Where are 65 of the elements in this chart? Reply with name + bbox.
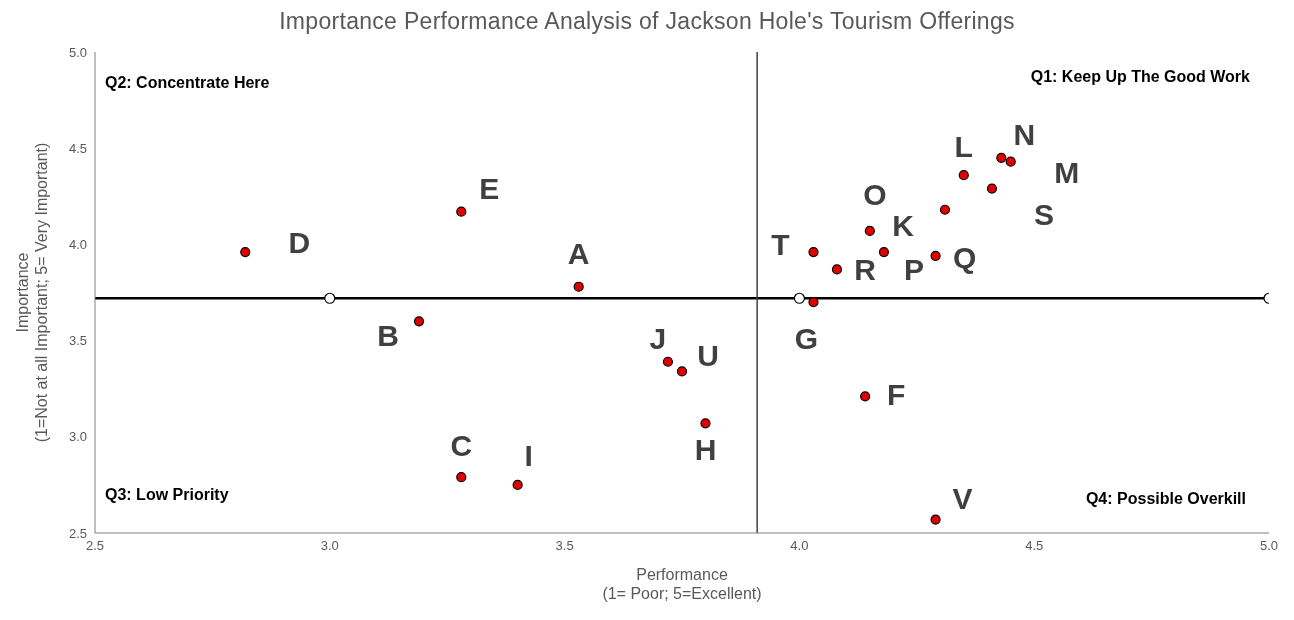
data-label: Q	[952, 241, 977, 275]
point	[808, 247, 819, 258]
point	[864, 225, 875, 237]
point	[996, 152, 1007, 163]
x-tick-label: 3.0	[320, 538, 339, 554]
point	[413, 316, 425, 327]
point	[808, 297, 819, 308]
data-label: C	[450, 428, 473, 462]
point	[831, 264, 843, 275]
y-axis-title: Importance (1=Not at all Important; 5= Very Important)	[14, 142, 50, 443]
point	[456, 472, 467, 483]
point	[939, 204, 951, 215]
point	[240, 247, 251, 258]
point	[860, 391, 871, 402]
y-tick-label: 3.0	[68, 429, 87, 445]
annotation: Q2: Concentrate Here	[105, 74, 270, 92]
point	[512, 479, 523, 490]
data-label: D	[288, 225, 311, 259]
y-tick-label: 3.5	[68, 333, 87, 349]
x-tick-label: 4.0	[790, 538, 809, 554]
x-tick-label: 4.5	[1025, 538, 1044, 554]
data-label: P	[903, 252, 924, 286]
data-label: E	[479, 172, 500, 206]
data-label: M	[1054, 156, 1080, 190]
data-label: S	[1033, 198, 1054, 232]
y-tick-label: 5.0	[68, 44, 87, 60]
point	[958, 170, 969, 181]
annotation: Q1: Keep Up The Good Work	[1030, 68, 1250, 86]
x-tick-label: 3.5	[555, 538, 574, 554]
point	[324, 292, 336, 304]
data-label: R	[854, 252, 877, 286]
data-label: B	[377, 318, 399, 352]
y-tick-label: 2.5	[68, 525, 87, 541]
y-tick-label: 4.0	[68, 237, 87, 253]
data-label: O	[863, 178, 887, 212]
data-label: T	[771, 227, 790, 261]
data-label: A	[567, 237, 590, 271]
data-label: J	[649, 322, 667, 356]
data-label: L	[954, 129, 973, 163]
point	[986, 183, 998, 194]
y-tick-label: 4.5	[68, 140, 87, 156]
data-label: G	[794, 321, 819, 355]
annotation: Q3: Low Priority	[105, 486, 229, 504]
point	[878, 247, 890, 258]
x-tick-label: 5.0	[1259, 538, 1279, 554]
point	[930, 250, 941, 262]
data-label: N	[1013, 118, 1036, 152]
point	[700, 418, 711, 429]
point	[676, 366, 688, 377]
point	[573, 281, 584, 292]
data-label: K	[892, 209, 915, 243]
data-label: F	[886, 377, 906, 411]
chart-title: Importance Performance Analysis of Jackson Hole's Tourism Offerings	[278, 8, 1016, 35]
annotation: Q4: Possible Overkill	[1085, 490, 1246, 508]
point	[662, 356, 674, 367]
data-label: U	[697, 338, 719, 372]
point	[1005, 156, 1016, 167]
x-tick-label: 2.5	[85, 538, 105, 554]
point	[456, 206, 467, 217]
point	[930, 514, 941, 525]
data-label: H	[694, 432, 717, 466]
point	[793, 292, 805, 304]
data-label: I	[524, 439, 533, 473]
x-axis-title: Performance (1= Poor; 5=Excellent)	[602, 566, 762, 602]
data-label: V	[952, 482, 973, 516]
